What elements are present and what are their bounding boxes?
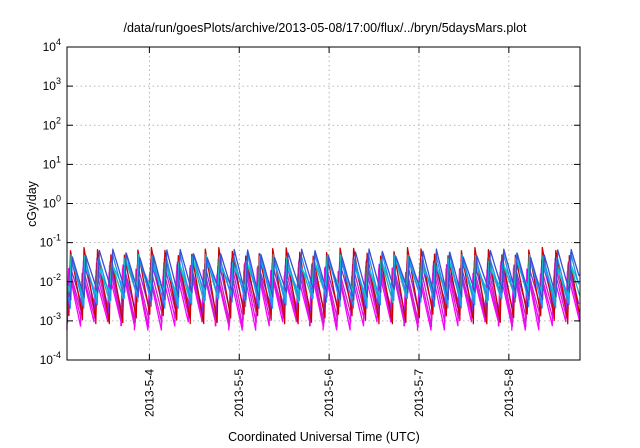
y-axis-label: cGy/day	[25, 180, 39, 227]
y-tick-label: 104	[43, 37, 61, 54]
y-tick-label: 10-1	[40, 233, 61, 250]
y-tick-label: 10-4	[40, 350, 61, 367]
x-tick-label: 2013-5-8	[502, 369, 516, 417]
y-tick-label: 100	[43, 194, 61, 211]
x-tick-label: 2013-5-4	[142, 369, 156, 417]
x-tick-label: 2013-5-6	[322, 369, 336, 417]
x-axis: 2013-5-4 2013-5-5 2013-5-6 2013-5-7 2013-5-8	[142, 47, 516, 417]
chart-title: /data/run/goesPlots/archive/2013-05-08/1…	[123, 21, 527, 35]
y-tick-label: 103	[43, 76, 61, 93]
x-tick-label: 2013-5-7	[412, 369, 426, 417]
x-axis-label: Coordinated Universal Time (UTC)	[228, 430, 420, 444]
y-tick-label: 101	[43, 154, 61, 171]
y-axis: 10-4 10-3 10-2 10-1 100 101 102 103 104	[40, 37, 580, 367]
series-line	[68, 248, 580, 301]
y-tick-label: 10-2	[40, 272, 61, 289]
x-tick-label: 2013-5-5	[232, 369, 246, 417]
y-tick-label: 102	[43, 115, 61, 132]
series-line	[68, 246, 580, 325]
y-tick-label: 10-3	[40, 311, 61, 328]
series-group	[66, 246, 581, 331]
